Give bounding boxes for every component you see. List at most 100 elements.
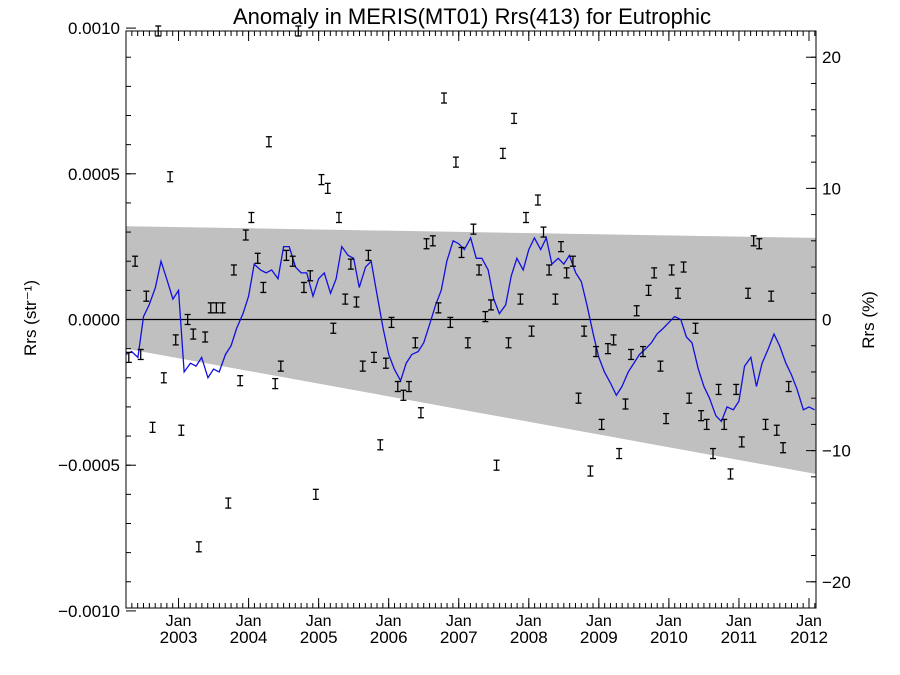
- x-tick-year: 2006: [370, 628, 408, 647]
- data-point: [312, 488, 319, 500]
- data-point: [546, 264, 553, 276]
- data-point: [598, 418, 605, 431]
- data-point: [260, 281, 267, 294]
- data-point: [522, 211, 529, 224]
- left-y-tick-label: −0.0005: [58, 456, 120, 475]
- data-point: [540, 226, 547, 238]
- data-point: [452, 156, 459, 168]
- data-point: [265, 136, 272, 148]
- data-point: [768, 290, 775, 302]
- smoothed-anomaly-line: [125, 235, 815, 423]
- data-point: [458, 246, 465, 259]
- data-point: [517, 293, 524, 305]
- data-point: [324, 182, 331, 195]
- data-point: [675, 287, 681, 299]
- uncertainty-band-layer: [126, 226, 816, 474]
- data-point: [528, 325, 535, 337]
- data-point: [441, 92, 448, 104]
- data-point: [184, 313, 191, 326]
- data-point: [558, 240, 565, 253]
- data-point: [482, 310, 489, 323]
- data-point: [335, 211, 342, 224]
- x-tick-month: Jan: [446, 613, 472, 630]
- x-tick-year: 2003: [160, 628, 198, 647]
- data-point: [470, 223, 477, 235]
- data-point: [511, 112, 518, 125]
- data-point: [160, 372, 167, 384]
- data-point: [721, 418, 728, 431]
- right-y-tick-label: 0: [822, 311, 831, 330]
- data-point: [202, 331, 209, 343]
- data-point: [785, 380, 792, 393]
- x-tick-month: Jan: [656, 613, 682, 630]
- data-point: [125, 351, 132, 364]
- data-point: [651, 267, 658, 279]
- left-y-tick-label: 0.0010: [68, 19, 120, 38]
- data-point: [143, 290, 150, 302]
- x-tick-year: 2004: [230, 628, 268, 647]
- x-tick-year: 2011: [721, 628, 758, 647]
- data-point: [628, 348, 635, 361]
- data-point: [330, 322, 337, 334]
- data-point: [365, 249, 372, 262]
- data-point: [230, 264, 237, 276]
- data-point: [581, 325, 588, 337]
- data-point: [663, 412, 670, 425]
- data-point: [657, 360, 664, 372]
- x-tick-year: 2009: [580, 628, 618, 647]
- data-point: [277, 360, 284, 372]
- x-axis: Jan2003Jan2004Jan2005Jan2006Jan2007Jan20…: [125, 31, 828, 647]
- data-point: [604, 342, 611, 355]
- data-point: [137, 348, 144, 361]
- data-point: [505, 337, 512, 349]
- data-point: [132, 255, 139, 267]
- left-axis-label: Rrs (str⁻¹): [21, 280, 40, 356]
- data-point: [248, 211, 255, 224]
- x-tick-month: Jan: [236, 613, 262, 630]
- data-point: [715, 383, 722, 396]
- data-point: [178, 424, 185, 436]
- x-tick-month: Jan: [586, 613, 612, 630]
- x-tick-month: Jan: [726, 613, 752, 630]
- data-point: [359, 360, 366, 372]
- data-point: [750, 235, 757, 247]
- data-point: [254, 252, 261, 264]
- data-point: [307, 270, 314, 282]
- data-point: [172, 334, 179, 346]
- right-axis-label: Rrs (%): [859, 291, 878, 349]
- data-point: [780, 442, 787, 454]
- data-point: [552, 293, 559, 305]
- data-point: [272, 377, 279, 390]
- x-tick-year: 2005: [300, 628, 338, 647]
- left-y-tick-label: 0.0005: [68, 165, 120, 184]
- x-tick-month: Jan: [516, 613, 542, 630]
- x-tick-month: Jan: [376, 613, 402, 630]
- left-y-axis: 0.0010 0.0005 0.0000 −0.0005 −0.0010: [58, 19, 136, 621]
- x-tick-year: 2010: [650, 628, 688, 647]
- data-point: [593, 345, 600, 358]
- data-point: [347, 258, 354, 270]
- right-y-axis: 20 10 0 −10 −20: [806, 48, 851, 592]
- x-tick-year: 2008: [510, 628, 548, 647]
- x-tick-year: 2012: [790, 628, 828, 647]
- data-point: [645, 284, 652, 297]
- data-point: [318, 173, 325, 186]
- data-point: [400, 389, 407, 401]
- data-point: [569, 255, 576, 267]
- data-point: [464, 337, 471, 349]
- data-point: [225, 497, 232, 509]
- right-y-tick-label: −10: [822, 442, 851, 461]
- data-point: [692, 322, 699, 334]
- data-point: [219, 302, 226, 314]
- data-point: [167, 171, 174, 183]
- data-point: [610, 334, 617, 346]
- chart-title: Anomaly in MERIS(MT01) Rrs(413) for Eutr…: [233, 4, 711, 29]
- data-point: [207, 302, 214, 314]
- data-point: [738, 436, 745, 448]
- data-point: [487, 299, 494, 311]
- data-point: [394, 380, 401, 393]
- data-point: [493, 459, 500, 471]
- data-point: [698, 410, 705, 422]
- data-point: [703, 418, 710, 431]
- data-point: [633, 305, 640, 317]
